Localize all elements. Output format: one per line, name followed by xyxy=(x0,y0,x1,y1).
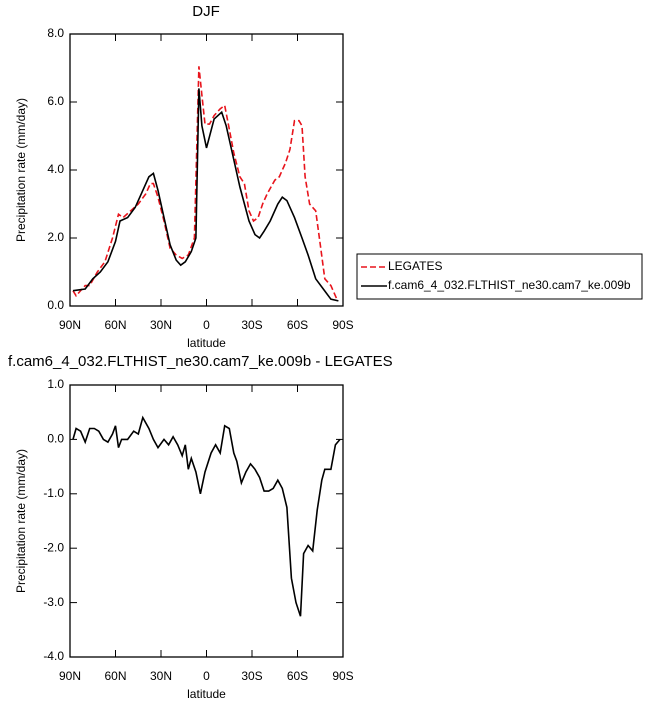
y-tick-label: -2.0 xyxy=(43,540,64,554)
y-tick-label: 4.0 xyxy=(47,162,64,176)
x-tick-label: 0 xyxy=(203,669,210,683)
x-tick-label: 60N xyxy=(104,669,126,683)
legend-label: f.cam6_4_032.FLTHIST_ne30.cam7_ke.009b xyxy=(388,278,631,292)
y-tick-label: 8.0 xyxy=(47,26,64,40)
x-tick-label: 0 xyxy=(203,318,210,332)
y-axis-label: Precipitation rate (mm/day) xyxy=(14,98,28,242)
y-tick-label: 6.0 xyxy=(47,94,64,108)
x-tick-label: 90S xyxy=(332,669,353,683)
y-tick-label: 0.0 xyxy=(47,298,64,312)
x-tick-label: 60S xyxy=(287,669,308,683)
data-line xyxy=(72,415,341,617)
x-axis-label: latitude xyxy=(187,687,226,701)
y-tick-label: -4.0 xyxy=(43,649,64,663)
x-tick-label: 30N xyxy=(150,669,172,683)
y-tick-label: 1.0 xyxy=(47,377,64,391)
x-tick-label: 30S xyxy=(241,669,262,683)
x-tick-label: 30N xyxy=(150,318,172,332)
y-tick-label: 0.0 xyxy=(47,432,64,446)
x-tick-label: 60S xyxy=(287,318,308,332)
x-tick-label: 90S xyxy=(332,318,353,332)
plot-frame xyxy=(69,33,344,307)
chart-title: f.cam6_4_032.FLTHIST_ne30.cam7_ke.009b -… xyxy=(8,353,393,370)
x-tick-label: 60N xyxy=(104,318,126,332)
x-axis-label: latitude xyxy=(187,336,226,350)
x-tick-label: 90N xyxy=(59,669,81,683)
legend-label: LEGATES xyxy=(388,259,442,273)
x-tick-label: 90N xyxy=(59,318,81,332)
x-tick-label: 30S xyxy=(241,318,262,332)
y-axis-label: Precipitation rate (mm/day) xyxy=(14,449,28,593)
data-line xyxy=(72,88,339,302)
y-tick-label: -1.0 xyxy=(43,486,64,500)
y-tick-label: -3.0 xyxy=(43,595,64,609)
chart-title: DJF xyxy=(192,3,220,20)
legend-box xyxy=(356,253,643,300)
plot-frame xyxy=(69,384,344,658)
data-line xyxy=(72,66,338,300)
y-tick-label: 2.0 xyxy=(47,230,64,244)
